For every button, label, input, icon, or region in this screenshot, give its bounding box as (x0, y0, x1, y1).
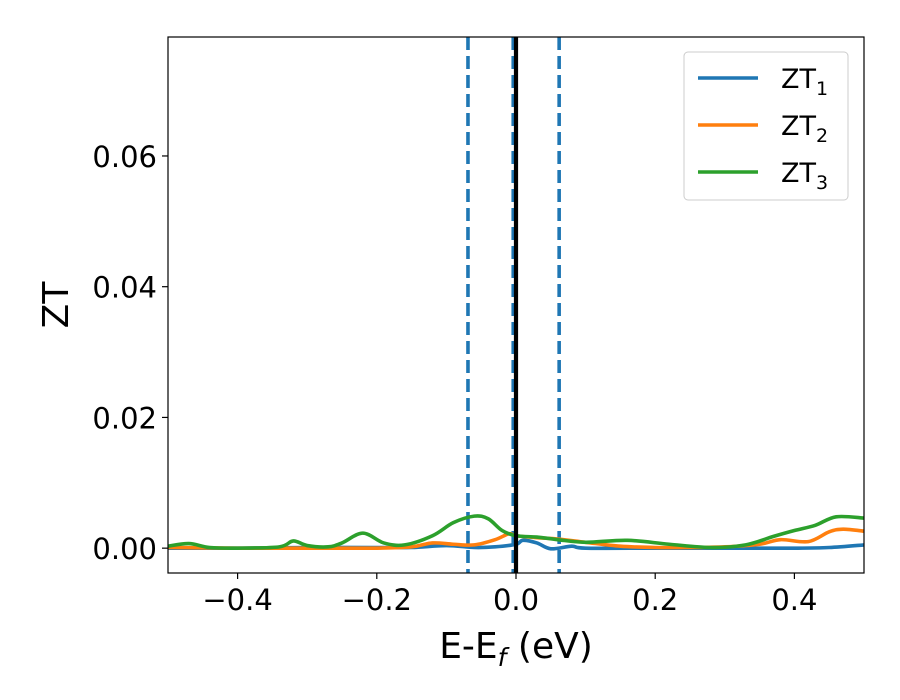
y-axis-label: ZT (36, 281, 77, 329)
y-tick-label: 0.02 (92, 401, 157, 435)
x-tick-label: 0.2 (632, 583, 678, 617)
x-axis-label-unit: (eV) (506, 626, 592, 667)
series-line-zt3 (168, 514, 864, 551)
legend-label-zt2: ZT2 (781, 111, 828, 147)
legend-label-zt3: ZT3 (781, 158, 828, 194)
y-axis-ticks: 0.00 0.02 0.04 0.06 (92, 140, 168, 566)
x-axis-label: E-Ef (eV) (439, 626, 593, 672)
y-tick-label: 0.06 (92, 140, 157, 174)
y-tick-label: 0.04 (92, 271, 157, 305)
legend-box (683, 51, 849, 201)
legend-label-zt1: ZT1 (781, 64, 828, 100)
y-tick-label: 0.00 (92, 532, 157, 566)
x-tick-label: −0.4 (202, 583, 272, 617)
x-tick-label: 0.4 (771, 583, 817, 617)
x-tick-label: 0.0 (493, 583, 539, 617)
x-tick-label: −0.2 (342, 583, 412, 617)
x-axis-ticks: −0.4 −0.2 0.0 0.2 0.4 (202, 573, 817, 617)
legend: ZT1 ZT2 ZT3 (683, 51, 849, 201)
series-lines (168, 37, 864, 573)
reference-lines (466, 37, 561, 573)
x-axis-label-main: E-E (439, 626, 497, 667)
